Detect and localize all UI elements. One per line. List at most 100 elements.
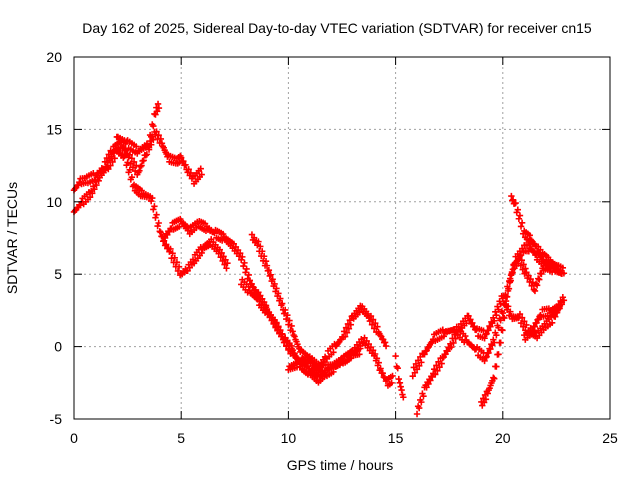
data-point — [493, 331, 500, 339]
data-point — [418, 398, 425, 406]
data-point — [358, 335, 365, 343]
data-point — [501, 314, 508, 322]
data-point — [121, 147, 128, 154]
data-point — [439, 326, 446, 333]
data-point — [452, 335, 459, 342]
data-point — [89, 190, 96, 197]
data-point — [174, 267, 182, 275]
data-point — [398, 386, 405, 394]
data-point — [377, 365, 384, 372]
data-point — [277, 326, 284, 334]
data-point — [246, 277, 254, 284]
data-point — [258, 248, 266, 255]
data-point — [432, 371, 439, 378]
x-tick-label: 25 — [602, 430, 618, 446]
x-tick-label: 10 — [281, 430, 297, 446]
data-point — [254, 241, 261, 249]
data-point — [438, 360, 445, 367]
data-point — [100, 167, 108, 174]
data-point — [507, 277, 514, 284]
data-point — [400, 394, 407, 401]
data-point — [95, 177, 102, 185]
data-point — [481, 357, 488, 365]
data-point — [156, 228, 163, 235]
x-tick-label: 20 — [495, 430, 511, 446]
data-point — [503, 293, 511, 300]
x-axis-label: GPS time / hours — [287, 457, 394, 473]
data-point — [152, 111, 159, 118]
data-point — [262, 303, 270, 311]
data-point — [534, 275, 542, 282]
data-point — [153, 128, 160, 135]
data-point — [379, 369, 386, 377]
data-point — [483, 330, 490, 338]
data-point — [171, 254, 178, 261]
data-point — [255, 238, 262, 245]
data-point — [559, 264, 567, 271]
data-point — [104, 159, 112, 166]
data-point — [137, 163, 144, 170]
data-point — [487, 345, 494, 353]
data-point — [522, 265, 529, 272]
x-tick-label: 0 — [70, 430, 78, 446]
data-point — [178, 154, 185, 161]
data-point — [371, 350, 379, 358]
data-point — [491, 317, 498, 325]
data-point — [394, 364, 401, 372]
data-point — [412, 360, 420, 368]
data-point — [462, 332, 469, 340]
data-point — [520, 261, 527, 268]
data-point — [145, 144, 153, 151]
data-point — [182, 161, 189, 168]
data-point — [533, 282, 541, 289]
data-point — [341, 333, 349, 340]
data-point — [485, 349, 492, 357]
data-point — [132, 143, 140, 150]
data-point — [280, 310, 288, 317]
data-point — [158, 140, 166, 147]
data-point — [417, 353, 424, 361]
data-point — [330, 349, 337, 356]
data-point — [281, 306, 289, 314]
data-point — [440, 333, 448, 340]
data-point — [288, 322, 295, 330]
y-tick-label: 10 — [46, 194, 62, 210]
data-point — [144, 143, 152, 150]
data-point — [185, 166, 192, 173]
data-point — [517, 319, 525, 327]
data-point — [175, 263, 183, 270]
data-point — [245, 271, 252, 279]
data-point — [502, 301, 509, 308]
data-point — [495, 306, 502, 313]
data-point — [494, 303, 501, 310]
data-point — [503, 306, 511, 314]
data-point — [122, 146, 129, 154]
data-point — [132, 162, 140, 169]
data-point — [415, 362, 423, 370]
data-point — [223, 265, 230, 272]
data-point — [529, 327, 537, 334]
data-point — [448, 343, 455, 351]
y-tick-label: 20 — [46, 49, 62, 65]
data-point — [525, 272, 532, 279]
data-point — [343, 329, 351, 336]
data-point — [157, 135, 165, 143]
data-point — [436, 364, 443, 371]
data-point — [336, 361, 344, 369]
data-point — [286, 317, 293, 324]
data-point — [377, 332, 384, 339]
data-point — [395, 375, 403, 383]
x-tick-label: 5 — [177, 430, 185, 446]
data-point — [346, 316, 354, 324]
data-point — [220, 253, 227, 260]
chart-title: Day 162 of 2025, Sidereal Day-to-day VTE… — [82, 20, 592, 36]
data-point — [413, 410, 421, 418]
data-point — [198, 249, 205, 257]
data-point — [128, 155, 136, 162]
data-point — [91, 176, 98, 184]
data-point — [366, 317, 374, 325]
data-point — [245, 283, 252, 291]
data-point — [409, 372, 416, 380]
data-point — [143, 151, 151, 158]
data-point — [552, 313, 559, 320]
